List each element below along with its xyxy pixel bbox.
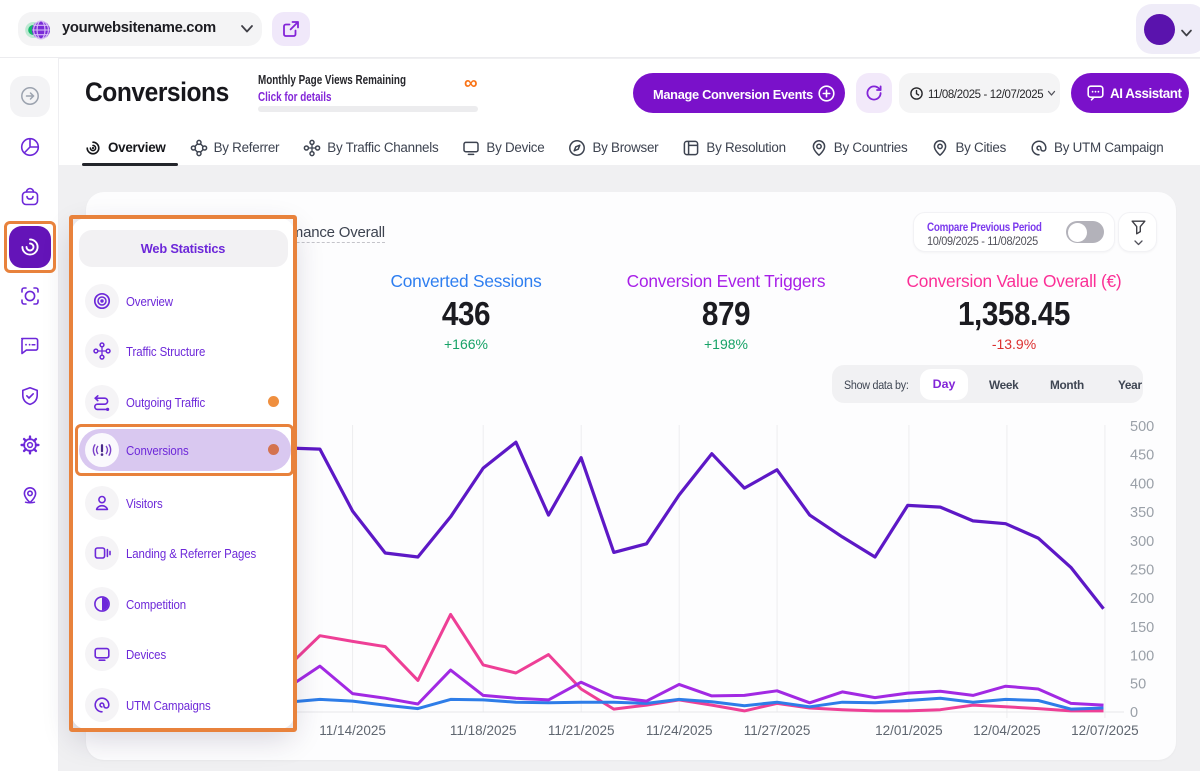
svg-text:12/04/2025: 12/04/2025	[973, 723, 1041, 738]
svg-text:12/01/2025: 12/01/2025	[875, 723, 943, 738]
svg-text:250: 250	[1130, 563, 1154, 579]
svg-text:12/07/2025: 12/07/2025	[1071, 723, 1139, 738]
svg-text:500: 500	[1130, 419, 1154, 435]
svg-text:0: 0	[1130, 705, 1138, 721]
svg-text:200: 200	[1130, 591, 1154, 607]
svg-text:11/27/2025: 11/27/2025	[744, 723, 811, 738]
svg-text:450: 450	[1130, 448, 1154, 464]
svg-text:11/21/2025: 11/21/2025	[548, 723, 615, 738]
svg-text:300: 300	[1130, 534, 1154, 550]
svg-text:11/14/2025: 11/14/2025	[319, 723, 386, 738]
svg-text:50: 50	[1130, 676, 1146, 692]
svg-text:400: 400	[1130, 476, 1154, 492]
svg-text:100: 100	[1130, 649, 1154, 665]
svg-text:150: 150	[1130, 620, 1154, 636]
svg-text:350: 350	[1130, 505, 1154, 521]
svg-text:11/18/2025: 11/18/2025	[450, 723, 517, 738]
svg-text:11/24/2025: 11/24/2025	[646, 723, 713, 738]
